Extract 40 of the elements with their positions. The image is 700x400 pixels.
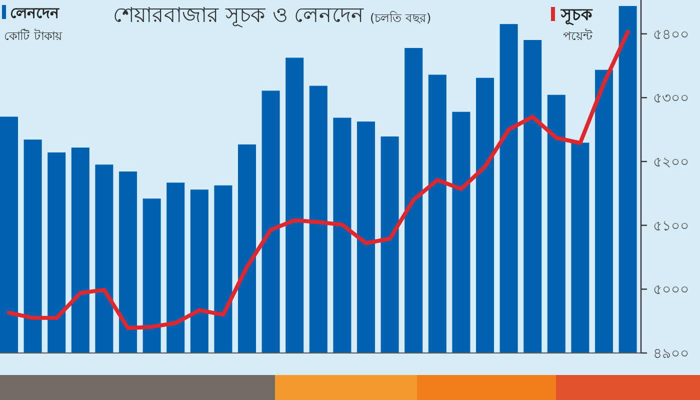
bar (452, 112, 470, 353)
y-tick-label: ৫২০০ (653, 154, 689, 170)
bar (547, 94, 566, 353)
annotation: কোটি টাকায় (4, 29, 63, 43)
bar (119, 172, 137, 353)
bar (309, 86, 328, 353)
bar (524, 40, 542, 353)
bar (357, 122, 375, 353)
line-series (7, 30, 630, 330)
bar (286, 58, 304, 353)
bar (333, 118, 352, 353)
bar (571, 142, 590, 353)
y-tick-label: ৪৯০০ (653, 346, 689, 362)
bar (24, 140, 42, 353)
chart-title: শেয়ারবাজার সূচক ও লেনদেন (113, 3, 364, 27)
y-tick-label: ৫৪০০ (653, 26, 689, 43)
bar (238, 144, 256, 353)
bar (190, 190, 208, 353)
bar (380, 136, 399, 353)
bar (0, 116, 18, 353)
legend-label: সূচক (560, 5, 593, 26)
y-tick-label: ৫০০০ (653, 282, 689, 298)
bar (95, 164, 114, 353)
bar (71, 148, 90, 353)
bar (618, 6, 637, 353)
bar (500, 24, 518, 353)
bar (142, 198, 161, 353)
y-axis-title: পয়েন্ট (563, 29, 593, 43)
bar (166, 182, 185, 353)
bar (214, 185, 232, 353)
y-tick-label: ৫১০০ (653, 218, 689, 234)
legend-label: লেনদেন (10, 4, 60, 22)
bar (476, 78, 494, 353)
text: (চলতি বছর) (370, 11, 432, 25)
y-tick-label: ৫৩০০ (653, 90, 689, 107)
bar (428, 74, 446, 353)
bar (262, 90, 280, 353)
bar (595, 70, 613, 353)
bar (48, 152, 66, 353)
bar (404, 48, 423, 353)
